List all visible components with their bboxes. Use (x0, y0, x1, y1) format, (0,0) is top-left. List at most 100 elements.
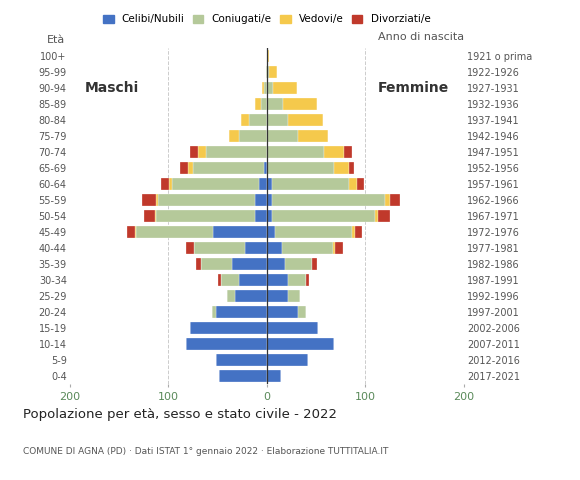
Bar (194, 241, 245, 254)
Bar (324, 145, 344, 158)
Bar (334, 162, 349, 174)
Bar (249, 114, 267, 126)
Bar (267, 258, 285, 270)
Bar (262, 82, 264, 95)
Bar (186, 337, 267, 350)
Bar (354, 226, 362, 239)
Bar (267, 226, 275, 239)
Bar (267, 354, 308, 366)
Bar (261, 97, 267, 110)
Text: Anno di nascita: Anno di nascita (378, 32, 464, 42)
Bar (216, 306, 267, 318)
Bar (155, 210, 157, 222)
Bar (351, 226, 354, 239)
Bar (298, 130, 328, 143)
Bar (255, 210, 267, 222)
Bar (267, 114, 288, 126)
Bar (235, 289, 267, 302)
Bar (288, 274, 306, 287)
Bar (188, 162, 193, 174)
Bar (232, 258, 267, 270)
Bar (385, 193, 390, 206)
Bar (271, 178, 349, 191)
Bar (312, 258, 317, 270)
Bar (288, 289, 300, 302)
Bar (193, 162, 264, 174)
Bar (267, 49, 269, 62)
Bar (344, 145, 351, 158)
Bar (259, 178, 267, 191)
Bar (219, 274, 222, 287)
Bar (269, 66, 277, 78)
Bar (375, 210, 378, 222)
Bar (349, 162, 354, 174)
Bar (201, 258, 232, 270)
Bar (206, 145, 267, 158)
Bar (172, 178, 259, 191)
Bar (267, 145, 324, 158)
Bar (273, 82, 298, 95)
Bar (190, 322, 267, 335)
Bar (136, 226, 212, 239)
Bar (267, 130, 298, 143)
Bar (239, 274, 267, 287)
Bar (267, 162, 334, 174)
Bar (127, 226, 135, 239)
Text: Età: Età (46, 35, 64, 45)
Bar (212, 226, 267, 239)
Bar (142, 193, 157, 206)
Bar (157, 193, 158, 206)
Bar (255, 97, 261, 110)
Bar (198, 145, 206, 158)
Bar (271, 193, 385, 206)
Bar (288, 114, 323, 126)
Bar (298, 306, 306, 318)
Bar (264, 162, 267, 174)
Bar (227, 289, 235, 302)
Bar (158, 193, 255, 206)
Bar (267, 370, 281, 383)
Bar (143, 210, 155, 222)
Text: COMUNE DI AGNA (PD) · Dati ISTAT 1° gennaio 2022 · Elaborazione TUTTITALIA.IT: COMUNE DI AGNA (PD) · Dati ISTAT 1° genn… (23, 446, 389, 456)
Bar (335, 241, 343, 254)
Bar (267, 241, 281, 254)
Bar (267, 274, 288, 287)
Bar (281, 241, 333, 254)
Bar (285, 258, 312, 270)
Bar (357, 178, 364, 191)
Bar (349, 178, 357, 191)
Legend: Celibi/Nubili, Coniugati/e, Vedovi/e, Divorziati/e: Celibi/Nubili, Coniugati/e, Vedovi/e, Di… (101, 12, 433, 26)
Bar (161, 178, 169, 191)
Bar (267, 178, 271, 191)
Bar (267, 82, 273, 95)
Bar (245, 241, 267, 254)
Bar (267, 210, 271, 222)
Text: Femmine: Femmine (378, 81, 449, 95)
Bar (216, 354, 267, 366)
Bar (267, 306, 298, 318)
Bar (239, 130, 267, 143)
Bar (190, 145, 198, 158)
Text: Maschi: Maschi (84, 81, 139, 95)
Bar (306, 274, 309, 287)
Bar (282, 97, 317, 110)
Bar (264, 82, 267, 95)
Bar (180, 162, 188, 174)
Bar (222, 274, 239, 287)
Bar (135, 226, 136, 239)
Bar (229, 130, 239, 143)
Bar (266, 66, 267, 78)
Bar (219, 370, 267, 383)
Bar (378, 210, 390, 222)
Bar (157, 210, 255, 222)
Bar (267, 322, 318, 335)
Bar (196, 258, 201, 270)
Bar (267, 66, 269, 78)
Bar (271, 210, 375, 222)
Bar (267, 337, 334, 350)
Bar (186, 241, 194, 254)
Text: Popolazione per età, sesso e stato civile - 2022: Popolazione per età, sesso e stato civil… (23, 408, 337, 420)
Bar (267, 289, 288, 302)
Bar (267, 97, 282, 110)
Bar (169, 178, 172, 191)
